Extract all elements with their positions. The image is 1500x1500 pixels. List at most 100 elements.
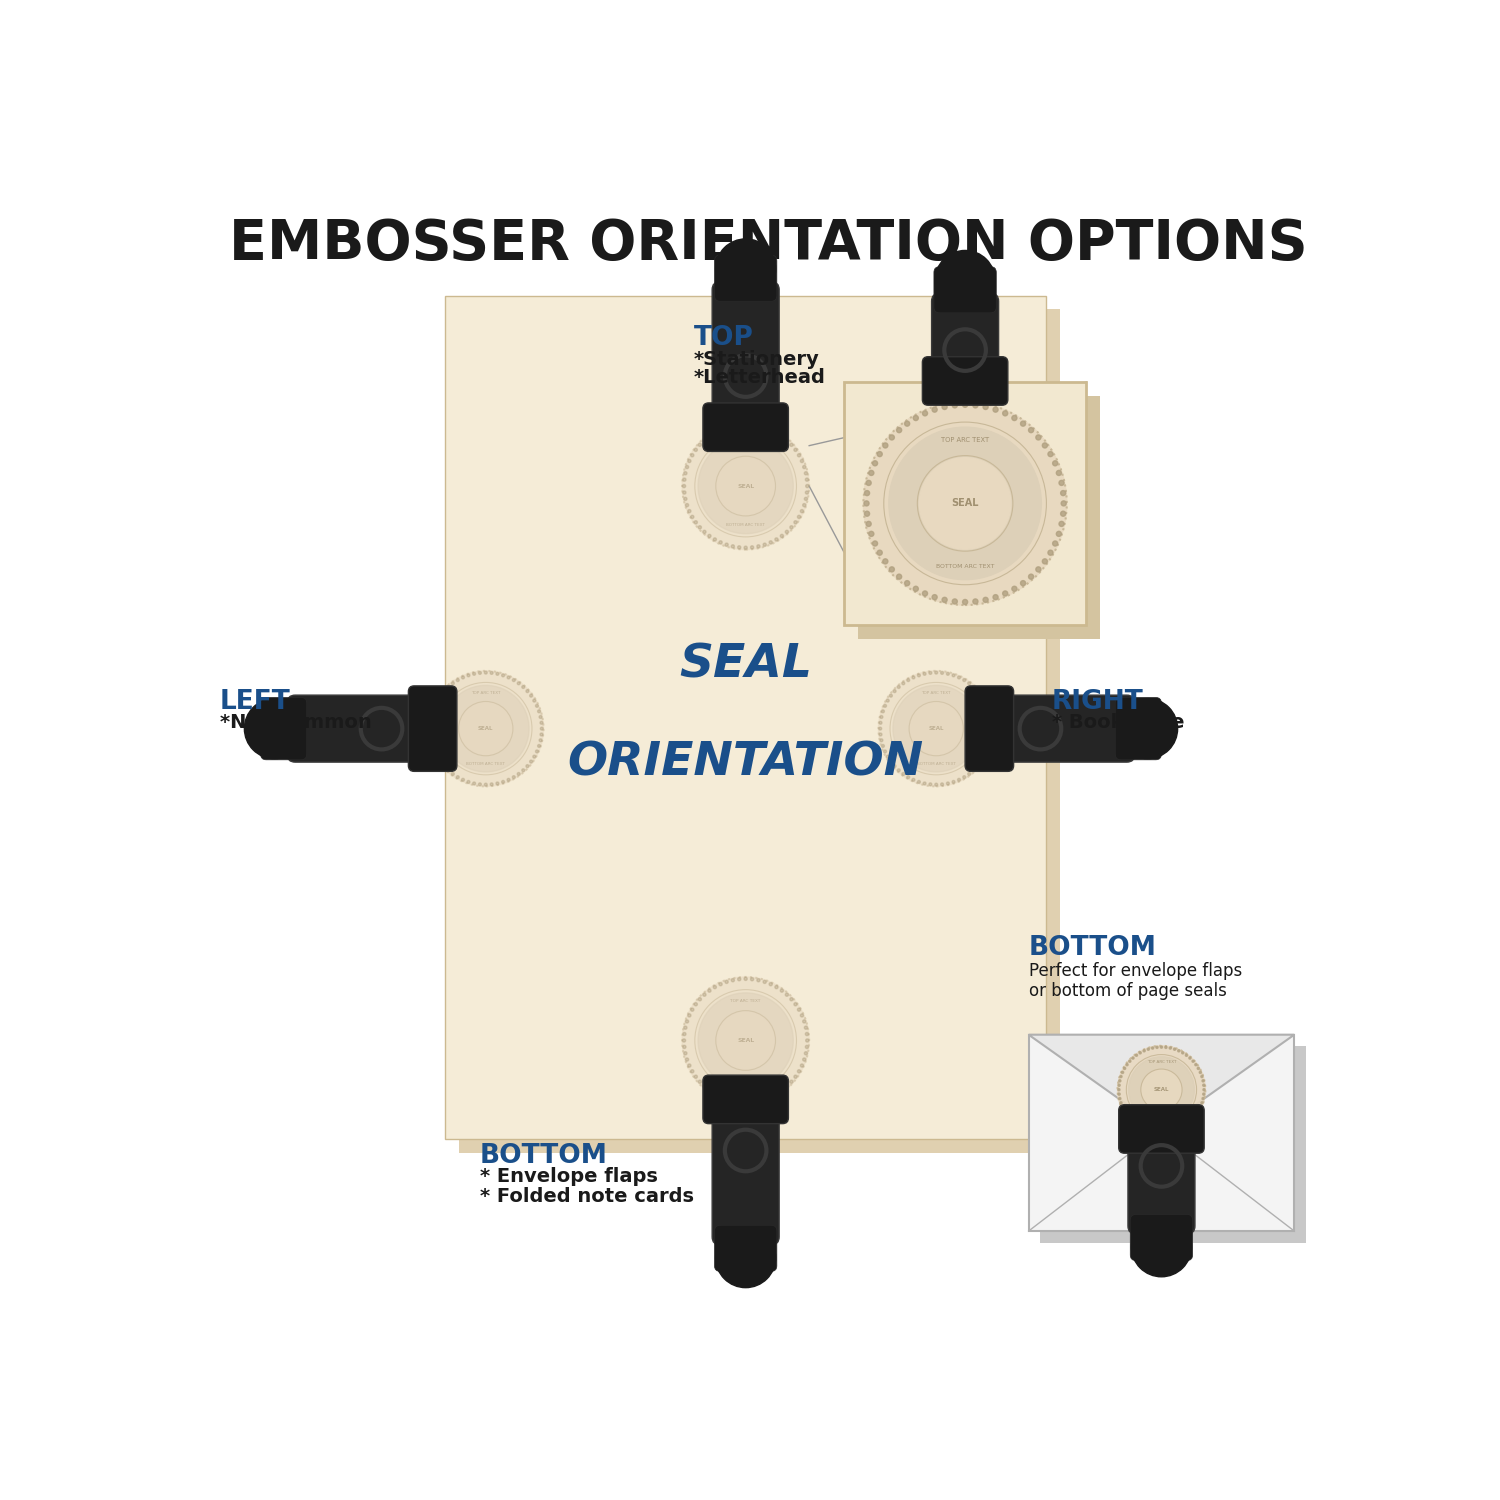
Circle shape	[750, 546, 753, 549]
Circle shape	[684, 498, 687, 501]
Circle shape	[878, 550, 882, 555]
Circle shape	[496, 782, 500, 784]
Circle shape	[904, 422, 909, 426]
Circle shape	[724, 981, 728, 984]
Circle shape	[873, 460, 877, 466]
Circle shape	[526, 765, 530, 768]
Circle shape	[1118, 1046, 1206, 1134]
Circle shape	[698, 993, 794, 1088]
Text: SEAL: SEAL	[951, 498, 980, 508]
FancyBboxPatch shape	[1128, 1125, 1196, 1234]
Circle shape	[466, 780, 470, 783]
Circle shape	[430, 710, 433, 712]
Circle shape	[770, 982, 772, 986]
Circle shape	[758, 978, 760, 982]
Circle shape	[447, 686, 450, 688]
Circle shape	[1118, 1089, 1120, 1090]
Circle shape	[1056, 471, 1062, 476]
Circle shape	[1203, 1094, 1204, 1095]
FancyBboxPatch shape	[1029, 1035, 1294, 1232]
Circle shape	[433, 750, 436, 753]
FancyBboxPatch shape	[286, 694, 436, 762]
Circle shape	[790, 444, 794, 447]
Circle shape	[1120, 1101, 1122, 1104]
Circle shape	[1178, 1050, 1180, 1052]
Circle shape	[802, 1058, 806, 1060]
Text: SEAL: SEAL	[478, 726, 494, 730]
Circle shape	[540, 722, 543, 724]
Circle shape	[429, 716, 432, 718]
Circle shape	[708, 988, 711, 992]
Circle shape	[802, 1020, 806, 1023]
Circle shape	[776, 538, 778, 542]
Circle shape	[684, 1052, 687, 1054]
Text: BOTTOM ARC TEXT: BOTTOM ARC TEXT	[726, 524, 765, 528]
Circle shape	[708, 1089, 711, 1092]
FancyBboxPatch shape	[1040, 1047, 1306, 1242]
Circle shape	[878, 452, 882, 456]
Circle shape	[518, 772, 520, 776]
Circle shape	[1138, 1052, 1142, 1054]
FancyBboxPatch shape	[932, 292, 999, 384]
Circle shape	[536, 705, 538, 708]
Circle shape	[884, 705, 886, 708]
Circle shape	[513, 678, 514, 681]
Circle shape	[798, 1008, 801, 1011]
Circle shape	[686, 1020, 688, 1023]
Circle shape	[946, 782, 950, 784]
Circle shape	[801, 1014, 804, 1017]
Circle shape	[750, 423, 753, 426]
Circle shape	[886, 754, 890, 758]
Circle shape	[801, 459, 804, 462]
Circle shape	[538, 740, 542, 741]
Circle shape	[452, 682, 454, 684]
Circle shape	[714, 430, 717, 435]
Circle shape	[684, 1026, 687, 1029]
Circle shape	[794, 1076, 796, 1078]
Circle shape	[992, 728, 993, 730]
Circle shape	[980, 760, 982, 764]
FancyBboxPatch shape	[712, 1096, 778, 1245]
Circle shape	[244, 699, 304, 759]
Circle shape	[699, 525, 702, 530]
Circle shape	[694, 1076, 698, 1078]
Circle shape	[522, 686, 525, 688]
Circle shape	[786, 993, 789, 996]
Circle shape	[716, 1227, 776, 1287]
Circle shape	[758, 424, 760, 427]
FancyBboxPatch shape	[408, 686, 458, 771]
Circle shape	[456, 678, 459, 681]
Text: BOTTOM ARC TEXT: BOTTOM ARC TEXT	[466, 762, 506, 766]
Circle shape	[864, 402, 1066, 604]
Circle shape	[1059, 480, 1064, 486]
Circle shape	[694, 1002, 698, 1007]
Circle shape	[698, 438, 794, 534]
Circle shape	[890, 567, 894, 572]
Circle shape	[780, 435, 783, 438]
Circle shape	[750, 978, 753, 981]
Circle shape	[902, 772, 904, 776]
Circle shape	[684, 471, 687, 476]
Circle shape	[918, 674, 921, 676]
Text: SEAL: SEAL	[736, 483, 754, 489]
Circle shape	[1198, 1106, 1202, 1108]
Circle shape	[1136, 1054, 1137, 1056]
Circle shape	[442, 686, 530, 772]
Circle shape	[718, 1095, 722, 1098]
Circle shape	[1203, 1089, 1204, 1090]
Circle shape	[758, 544, 760, 548]
Circle shape	[968, 772, 970, 776]
Text: TOP ARC TEXT: TOP ARC TEXT	[921, 692, 951, 694]
Circle shape	[704, 531, 706, 534]
Circle shape	[688, 1064, 692, 1066]
Circle shape	[694, 448, 698, 452]
Circle shape	[882, 710, 885, 712]
Circle shape	[804, 1026, 807, 1029]
Circle shape	[897, 686, 900, 688]
Circle shape	[884, 560, 888, 564]
Circle shape	[682, 423, 808, 549]
Circle shape	[798, 1070, 801, 1072]
FancyBboxPatch shape	[714, 1226, 777, 1272]
Circle shape	[530, 694, 532, 698]
Circle shape	[538, 716, 542, 718]
